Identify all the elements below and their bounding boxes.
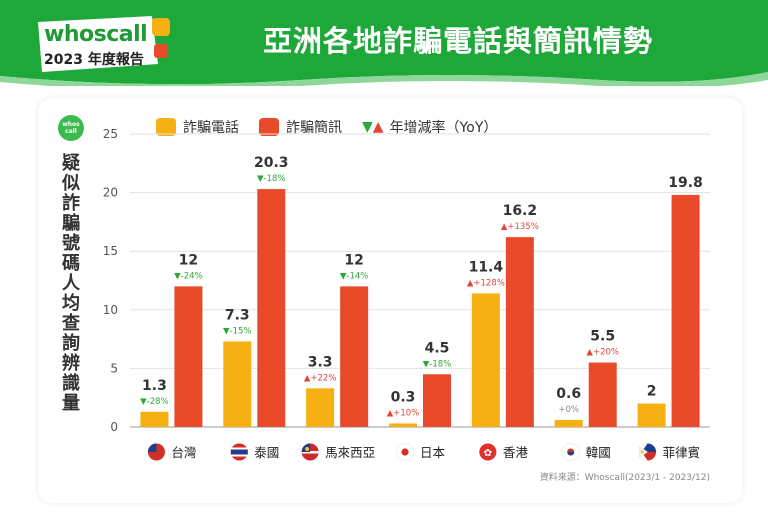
value-label: 2	[647, 384, 657, 400]
philippines-flag-blue	[641, 443, 657, 452]
sms-bar	[174, 286, 203, 427]
hongkong-flag-bauhinia: ✿	[484, 448, 492, 459]
calls-bar	[306, 388, 335, 427]
header-banner	[0, 0, 768, 86]
phone-icon	[156, 118, 176, 136]
value-label: 1.3	[142, 378, 167, 394]
y-tick-label: 5	[110, 361, 118, 375]
envelope-icon	[259, 118, 279, 136]
legend-yoy-label: 年增減率（YoY）	[389, 120, 498, 136]
japan-flag-sun	[401, 448, 409, 456]
yoy-label: ▼-18%	[257, 174, 286, 184]
report-year-label: 2023 年度報告	[44, 52, 144, 68]
yoy-label: ▲+22%	[304, 373, 337, 383]
y-axis-label: 疑似詐騙號碼人均查詢辨識量	[62, 153, 80, 414]
chart-legend: 詐騙電話 詐騙簡訊 ▼ ▲ 年增減率（YoY）	[156, 116, 517, 138]
value-label: 5.5	[590, 329, 615, 345]
sms-bar	[588, 362, 617, 427]
legend-calls: 詐騙電話	[156, 117, 239, 137]
legend-calls-label: 詐騙電話	[183, 120, 239, 136]
value-label: 12	[344, 252, 363, 268]
thailand-flag-blue	[230, 449, 248, 455]
legend-sms: 詐騙簡訊	[259, 117, 342, 137]
yoy-label: ▲+128%	[467, 278, 505, 288]
calls-bar	[554, 419, 583, 427]
philippines-flag-red	[641, 452, 657, 461]
page-title: 亞洲各地詐騙電話與簡訊情勢	[262, 24, 653, 58]
yoy-label: ▼-15%	[223, 326, 252, 336]
yoy-up-arrow-icon: ▲	[372, 119, 384, 135]
yoy-label: ▼-14%	[340, 271, 369, 281]
y-tick-label: 20	[103, 186, 118, 200]
legend-sms-label: 詐騙簡訊	[286, 120, 342, 136]
sms-bar	[257, 189, 286, 427]
side-logo-line2: call	[65, 128, 77, 135]
calls-bar	[140, 411, 169, 427]
hongkong-flag-red	[479, 443, 497, 461]
calls-bar	[223, 341, 252, 427]
value-label: 19.8	[668, 175, 703, 191]
yoy-label: ▼-24%	[174, 271, 203, 281]
logo-card	[38, 16, 170, 72]
x-tick-label: 馬來西亞	[325, 445, 375, 460]
y-tick-label: 0	[110, 420, 118, 434]
chart-panel	[38, 98, 743, 503]
sms-bar	[505, 237, 534, 427]
x-tick-label: 泰國	[254, 445, 279, 460]
value-label: 16.2	[503, 203, 538, 219]
malaysia-flag-stripe	[301, 451, 319, 454]
yoy-label: ▲+10%	[387, 408, 420, 418]
x-tick-label: 日本	[420, 445, 446, 460]
calls-bar	[471, 293, 500, 427]
korea-flag-blue	[567, 452, 575, 456]
yoy-label: +0%	[558, 405, 579, 415]
sms-bar	[340, 286, 369, 427]
x-tick-label: 台灣	[171, 445, 196, 460]
x-tick-label: 菲律賓	[663, 445, 701, 460]
value-label: 11.4	[469, 259, 504, 275]
calls-bar	[637, 403, 666, 427]
philippines-flag-sun	[640, 450, 644, 454]
y-tick-label: 15	[103, 244, 118, 258]
sms-bar	[671, 194, 700, 427]
value-label: 3.3	[308, 354, 333, 370]
yoy-label: ▲+20%	[586, 348, 619, 358]
value-label: 0.3	[391, 389, 416, 405]
value-label: 12	[179, 252, 198, 268]
yoy-label: ▲+135%	[501, 222, 539, 232]
korea-flag-red	[567, 448, 575, 452]
sms-bar	[423, 374, 451, 427]
source-note: 資料來源：Whoscall(2023/1 - 2023/12)	[539, 473, 710, 483]
malaysia-flag-crescent	[305, 447, 310, 451]
calls-bar	[389, 423, 417, 427]
value-label: 0.6	[556, 386, 581, 402]
side-logo-line1: whos	[62, 121, 80, 128]
value-label: 4.5	[425, 340, 450, 356]
whoscall-logo-icon: whos call	[58, 115, 84, 141]
y-tick-label: 25	[103, 127, 118, 141]
legend-yoy: ▼ ▲ 年增減率（YoY）	[362, 117, 497, 137]
yoy-label: ▼-28%	[140, 397, 169, 407]
yoy-arrows-icon: ▼	[362, 119, 373, 135]
value-label: 7.3	[225, 307, 250, 323]
y-tick-label: 10	[103, 303, 118, 317]
x-tick-label: 韓國	[586, 445, 611, 460]
yoy-label: ▼-18%	[423, 359, 452, 369]
logo-text: whoscall	[44, 22, 148, 47]
value-label: 20.3	[254, 155, 289, 171]
x-tick-label: 香港	[503, 445, 529, 460]
taiwan-flag-blue	[147, 443, 157, 452]
